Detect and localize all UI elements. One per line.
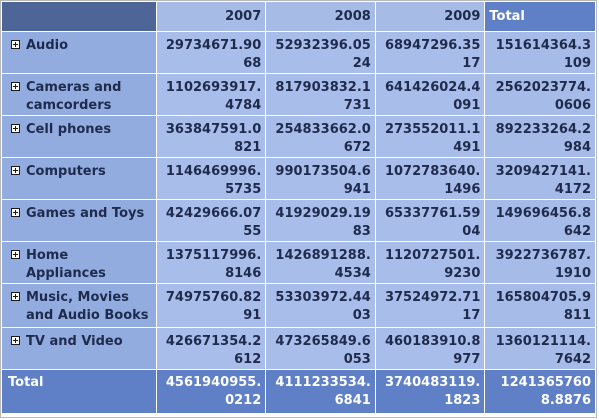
row-total-value: 1360121114.7642 [485, 328, 596, 370]
table-row: Cell phones 363847591.0821 254833662.067… [2, 116, 596, 158]
table-row: Audio 29734671.9068 52932396.0524 689472… [2, 32, 596, 74]
cell-value: 990173504.6941 [266, 158, 376, 200]
cell-value: 1072783640.1496 [375, 158, 486, 200]
cell-value: 41929029.1983 [266, 200, 376, 242]
plus-box-icon[interactable] [11, 292, 20, 301]
row-total-value: 151614364.3109 [485, 32, 596, 74]
cell-value: 1102693917.4784 [156, 74, 267, 116]
row-total-value: 165804705.9811 [485, 284, 596, 328]
row-header-tv-video: TV and Video [2, 328, 157, 370]
row-label: Home Appliances [26, 248, 106, 281]
row-header-computers: Computers [2, 158, 157, 200]
table-row: TV and Video 426671354.2612 473265849.60… [2, 328, 596, 370]
row-label: Cell phones [26, 122, 112, 137]
table-row: Music, Movies and Audio Books 74975760.8… [2, 284, 596, 328]
cell-value: 53303972.4403 [266, 284, 376, 328]
corner-cell [2, 2, 157, 32]
cell-value: 1426891288.4534 [266, 242, 376, 284]
grand-total-value: 4561940955.0212 [156, 370, 267, 414]
plus-box-icon[interactable] [11, 250, 20, 259]
plus-box-icon[interactable] [11, 166, 20, 175]
grand-total-value: 12413657608.8876 [485, 370, 596, 414]
plus-box-icon[interactable] [11, 124, 20, 133]
plus-box-icon[interactable] [11, 208, 20, 217]
column-header-row: 2007 2008 2009 Total [2, 2, 596, 32]
grand-total-label: Total [2, 370, 157, 414]
cell-value: 254833662.0672 [266, 116, 376, 158]
cell-value: 641426024.4091 [375, 74, 486, 116]
row-total-value: 3922736787.1910 [485, 242, 596, 284]
cell-value: 37524972.7117 [375, 284, 486, 328]
row-label: Music, Movies and Audio Books [26, 290, 149, 323]
row-label: TV and Video [26, 334, 123, 349]
cell-value: 52932396.0524 [266, 32, 376, 74]
column-header-2007[interactable]: 2007 [156, 2, 267, 32]
plus-box-icon[interactable] [11, 82, 20, 91]
cell-value: 1120727501.9230 [375, 242, 486, 284]
row-header-home-appliances: Home Appliances [2, 242, 157, 284]
cell-value: 273552011.1491 [375, 116, 486, 158]
row-label: Cameras and camcorders [26, 80, 122, 113]
row-header-music-movies: Music, Movies and Audio Books [2, 284, 157, 328]
row-total-value: 2562023774.0606 [485, 74, 596, 116]
cell-value: 1375117996.8146 [156, 242, 267, 284]
table-row: Games and Toys 42429666.0755 41929029.19… [2, 200, 596, 242]
table-row: Home Appliances 1375117996.8146 14268912… [2, 242, 596, 284]
row-label: Computers [26, 164, 106, 179]
table-row: Cameras and camcorders 1102693917.4784 8… [2, 74, 596, 116]
cell-value: 74975760.8291 [156, 284, 267, 328]
plus-box-icon[interactable] [11, 336, 20, 345]
grand-total-row: Total 4561940955.0212 4111233534.6841 37… [2, 370, 596, 414]
row-header-games-toys: Games and Toys [2, 200, 157, 242]
row-header-cell-phones: Cell phones [2, 116, 157, 158]
row-label: Audio [26, 38, 69, 53]
cell-value: 817903832.1731 [266, 74, 376, 116]
cell-value: 42429666.0755 [156, 200, 267, 242]
cell-value: 29734671.9068 [156, 32, 267, 74]
column-header-2008[interactable]: 2008 [266, 2, 376, 32]
table-row: Computers 1146469996.5735 990173504.6941… [2, 158, 596, 200]
cell-value: 65337761.5904 [375, 200, 486, 242]
row-total-value: 3209427141.4172 [485, 158, 596, 200]
cell-value: 473265849.6053 [266, 328, 376, 370]
row-header-audio: Audio [2, 32, 157, 74]
pivot-table: 2007 2008 2009 Total Audio 29734671.9068… [2, 2, 596, 414]
grand-total-value: 3740483119.1823 [375, 370, 486, 414]
plus-box-icon[interactable] [11, 40, 20, 49]
row-label: Games and Toys [26, 206, 145, 221]
cell-value: 1146469996.5735 [156, 158, 267, 200]
row-total-value: 892233264.2984 [485, 116, 596, 158]
cell-value: 460183910.8977 [375, 328, 486, 370]
row-header-cameras: Cameras and camcorders [2, 74, 157, 116]
cell-value: 363847591.0821 [156, 116, 267, 158]
cell-value: 68947296.3517 [375, 32, 486, 74]
column-header-total: Total [485, 2, 596, 32]
grand-total-value: 4111233534.6841 [266, 370, 376, 414]
cell-value: 426671354.2612 [156, 328, 267, 370]
row-total-value: 149696456.8642 [485, 200, 596, 242]
column-header-2009[interactable]: 2009 [375, 2, 486, 32]
